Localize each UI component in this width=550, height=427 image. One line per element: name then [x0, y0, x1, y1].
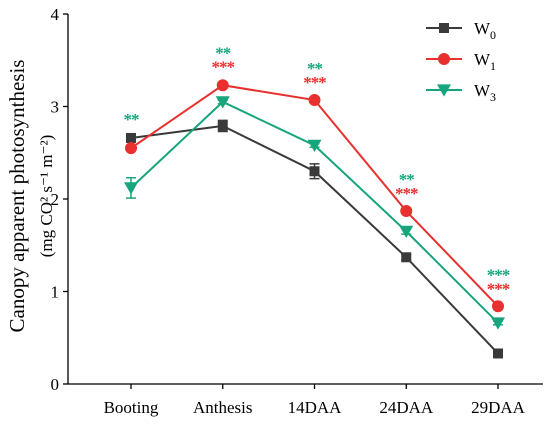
series-w0 [126, 119, 503, 359]
data-point [309, 166, 320, 177]
significance-w1: *** [212, 57, 235, 76]
legend-item-w1: W1 [426, 50, 496, 73]
series-w3 [124, 96, 505, 330]
x-tick-label: 14DAA [288, 398, 343, 417]
series-layer [124, 79, 505, 359]
legend-label-subscript: 0 [490, 28, 496, 42]
significance-w3: *** [487, 265, 510, 284]
significance-w3: ** [399, 170, 415, 189]
data-point [491, 317, 505, 330]
series-w1 [125, 79, 504, 313]
data-point [216, 79, 229, 92]
legend-marker [439, 23, 449, 33]
significance-w1: *** [303, 73, 326, 92]
significance-w3: ** [215, 43, 231, 62]
y-axis-title-unit: (mg CO² s⁻¹ m⁻²) [37, 135, 56, 258]
y-tick-label: 3 [51, 98, 60, 117]
data-point [125, 142, 137, 155]
data-point [307, 139, 322, 152]
data-point [124, 182, 138, 195]
legend-label: W0 [474, 19, 496, 42]
legend-label-subscript: 1 [490, 59, 496, 73]
legend-label-subscript: 3 [490, 90, 496, 104]
x-tick-label: Booting [104, 398, 159, 417]
y-axis-title-main: Canopy apparent photosynthesis [5, 60, 29, 333]
significance-w3: ** [124, 110, 140, 129]
significance-w1: *** [487, 279, 510, 298]
x-tick-label: 24DAA [379, 398, 434, 417]
y-tick-label: 4 [51, 5, 60, 24]
legend-marker [437, 84, 451, 97]
legend-item-w0: W0 [426, 19, 496, 42]
x-tick-label: Anthesis [193, 398, 253, 417]
axes: 0 1 2 3 4 Booting Anthesis 14DAA 24DAA 29DAA [51, 5, 543, 417]
series-line [130, 84, 499, 307]
data-point [492, 300, 504, 313]
y-tick-label: 2 [51, 190, 60, 209]
data-point [493, 348, 503, 359]
series-line [130, 100, 499, 324]
legend-marker [438, 53, 450, 65]
data-point [401, 252, 412, 263]
legend: W0 W1 W3 [426, 19, 496, 104]
legend-label: W1 [474, 50, 496, 73]
legend-item-w3: W3 [426, 81, 496, 104]
data-point [217, 120, 228, 131]
significance-layer: *********************** [124, 43, 511, 298]
significance-w1: *** [395, 184, 418, 203]
data-point [126, 132, 136, 143]
y-tick-label: 1 [51, 283, 60, 302]
legend-label: W3 [474, 81, 496, 104]
data-point [215, 96, 230, 109]
y-axis-title: Canopy apparent photosynthesis (mg CO² s… [5, 60, 56, 333]
series-line [130, 124, 499, 355]
data-point [308, 94, 321, 107]
y-tick-label: 0 [51, 375, 60, 394]
data-point [400, 205, 413, 218]
x-tick-label: 29DAA [471, 398, 526, 417]
significance-w3: ** [307, 59, 323, 78]
data-point [399, 225, 414, 239]
